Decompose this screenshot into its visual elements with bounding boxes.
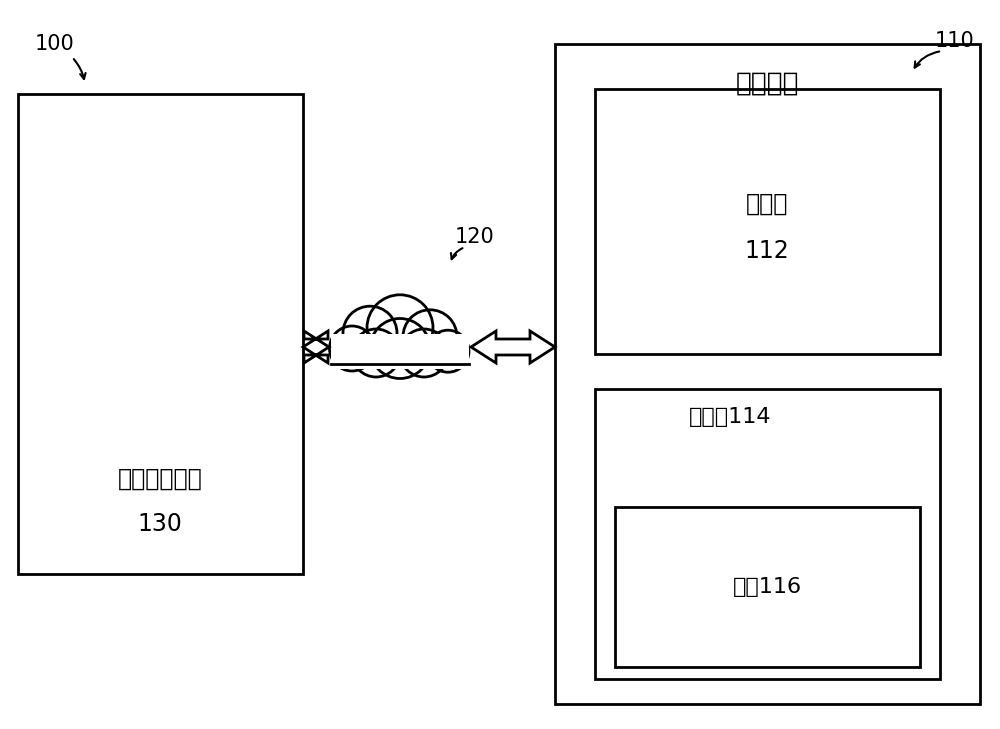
Circle shape <box>400 329 448 377</box>
Text: 130: 130 <box>138 512 182 536</box>
Polygon shape <box>471 331 555 363</box>
Bar <box>331 334 469 369</box>
Bar <box>615 507 920 667</box>
Bar <box>555 44 980 704</box>
Circle shape <box>330 326 374 371</box>
Bar <box>18 94 303 574</box>
Bar <box>595 89 940 354</box>
Text: 计算设备: 计算设备 <box>735 71 799 97</box>
Text: 处理器: 处理器 <box>746 192 788 216</box>
Polygon shape <box>303 331 329 363</box>
Text: 112: 112 <box>745 239 789 263</box>
Circle shape <box>352 329 400 377</box>
Text: 指令116: 指令116 <box>732 577 802 597</box>
Text: 医疗业务系统: 医疗业务系统 <box>118 467 202 491</box>
Circle shape <box>403 310 457 364</box>
Bar <box>595 389 940 679</box>
Text: 100: 100 <box>35 34 75 54</box>
Circle shape <box>343 306 397 360</box>
Circle shape <box>427 330 469 373</box>
Text: 110: 110 <box>935 31 975 51</box>
Text: 120: 120 <box>455 227 495 247</box>
Text: 存储器114: 存储器114 <box>689 407 771 427</box>
Circle shape <box>370 319 430 378</box>
Circle shape <box>367 295 433 361</box>
